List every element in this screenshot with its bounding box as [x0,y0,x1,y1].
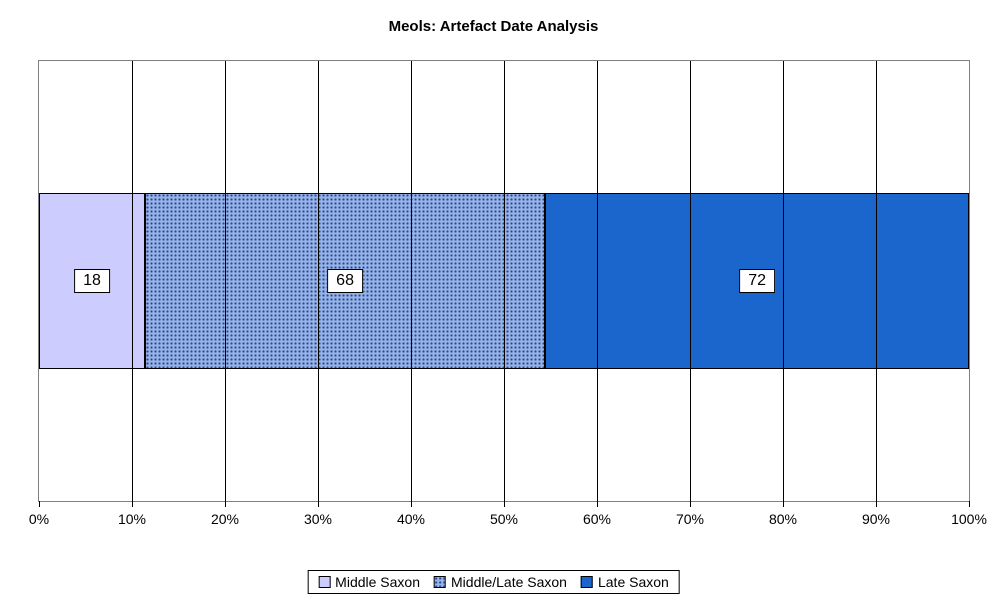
legend-label: Middle Saxon [335,574,420,590]
legend-swatch [318,576,330,588]
gridline [876,61,877,501]
x-tick [597,501,598,507]
gridline [411,61,412,501]
x-tick-label: 10% [118,511,146,527]
bar-value-label: 72 [739,269,775,293]
gridline [597,61,598,501]
x-tick-label: 60% [583,511,611,527]
gridline [225,61,226,501]
x-tick-label: 20% [211,511,239,527]
gridline [504,61,505,501]
x-tick-label: 90% [862,511,890,527]
x-tick-label: 30% [304,511,332,527]
x-tick-label: 80% [769,511,797,527]
x-tick-label: 0% [29,511,49,527]
legend-item: Late Saxon [581,574,669,590]
gridline [690,61,691,501]
x-tick [876,501,877,507]
legend-label: Middle/Late Saxon [451,574,567,590]
chart-title: Meols: Artefact Date Analysis [0,18,987,35]
legend-item: Middle Saxon [318,574,420,590]
gridline [318,61,319,501]
x-tick [783,501,784,507]
x-tick [318,501,319,507]
bar-value-label: 68 [327,269,363,293]
x-tick [39,501,40,507]
plot-area: 186872 0%10%20%30%40%50%60%70%80%90%100% [38,60,970,502]
x-tick [411,501,412,507]
x-tick [969,501,970,507]
x-tick-label: 40% [397,511,425,527]
legend: Middle Saxon Middle/Late Saxon Late Saxon [307,570,680,594]
x-tick [132,501,133,507]
x-tick [690,501,691,507]
gridline [783,61,784,501]
chart-container: Meols: Artefact Date Analysis 18 68 72 0% 1… [0,0,987,606]
gridline [132,61,133,501]
legend-item: Middle/Late Saxon [434,574,567,590]
x-tick [504,501,505,507]
legend-label: Late Saxon [598,574,669,590]
x-tick [225,501,226,507]
x-tick-label: 100% [951,511,987,527]
x-tick-label: 50% [490,511,518,527]
legend-swatch [581,576,593,588]
legend-swatch [434,576,446,588]
bar-value-label: 18 [74,269,110,293]
x-tick-label: 70% [676,511,704,527]
